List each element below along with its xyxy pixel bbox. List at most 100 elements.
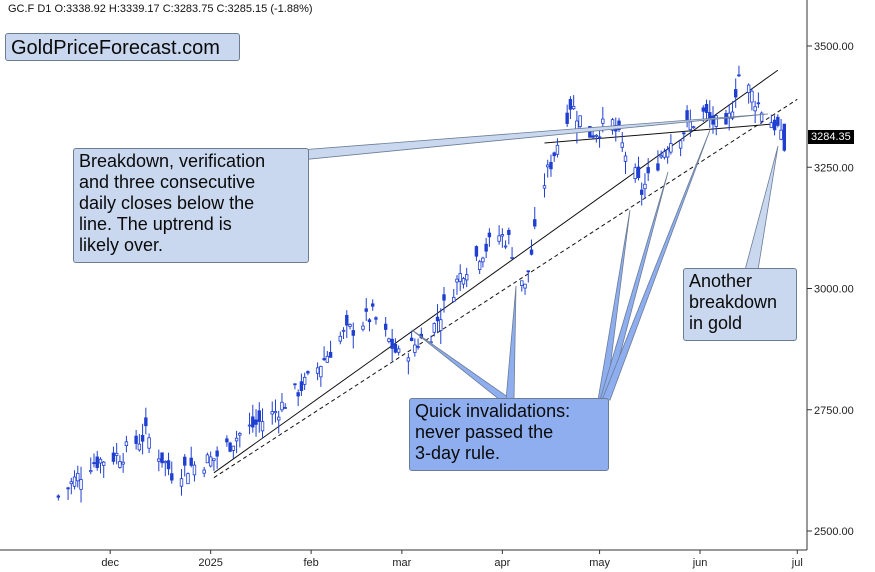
candle-body (257, 410, 261, 422)
candle-body (682, 132, 686, 135)
candle-body (341, 329, 346, 332)
callout-another-breakdown: Another breakdown in gold (683, 268, 797, 341)
candle-body (273, 411, 278, 414)
resistance-line (544, 123, 778, 144)
candle-body (121, 461, 125, 465)
y-tick-label: 2500.00 (814, 526, 854, 538)
candle-body (565, 112, 569, 124)
candle-body (202, 469, 206, 474)
candle-body (549, 161, 553, 170)
callout-breakdown: Breakdown, verification and three consec… (73, 148, 309, 263)
x-tick-label: apr (494, 557, 510, 569)
candle-body (756, 102, 761, 105)
candle-body (601, 118, 605, 124)
candle-body (183, 456, 187, 466)
candle-body (678, 140, 683, 149)
candle-body (439, 319, 443, 331)
candle-body (270, 411, 274, 415)
candle-body (144, 417, 148, 427)
candle-body (503, 245, 508, 248)
candle-body (591, 135, 595, 138)
brand-label: GoldPriceForecast.com (5, 33, 240, 61)
candle-body (92, 462, 96, 465)
candle-body (247, 424, 252, 427)
candle-body (578, 115, 582, 127)
candle-body (435, 316, 440, 322)
x-tick-label: jul (791, 557, 803, 569)
pointer-breakdown (299, 113, 769, 161)
pointer-another (744, 145, 779, 271)
candle-body (746, 84, 751, 93)
candle-body (118, 461, 122, 468)
candle-body (452, 296, 456, 302)
y-tick-label: 3250.00 (814, 162, 854, 174)
candle-body (364, 308, 368, 312)
pointer-quick-5 (601, 129, 711, 401)
candle-body (72, 476, 77, 487)
candle-body (345, 314, 349, 326)
candle-body (114, 452, 119, 456)
candle-body (225, 438, 229, 443)
candle-body (432, 323, 436, 333)
candle-body (390, 338, 394, 349)
candle-body (571, 106, 576, 110)
candle-body (724, 113, 728, 125)
candle-body (231, 445, 236, 451)
candle-body (306, 371, 310, 374)
candle-body (296, 392, 300, 397)
candle-body (520, 280, 524, 286)
candle-body (685, 110, 689, 121)
candle-body (283, 407, 287, 409)
candle-body (56, 495, 61, 498)
candle-body (89, 470, 93, 473)
candle-body (665, 149, 670, 158)
candle-body (319, 366, 323, 378)
candle-body (254, 419, 258, 425)
candle-body (769, 122, 774, 129)
candle-body (759, 112, 764, 122)
pointer-quick-4 (599, 171, 669, 401)
candle-body (351, 330, 355, 336)
candle-body (98, 458, 103, 464)
candle-body (367, 319, 372, 323)
candle-body (338, 335, 343, 342)
candle-body (208, 456, 213, 467)
candle-body (293, 383, 297, 386)
candle-body (691, 126, 696, 129)
candle-body (179, 478, 184, 487)
candle-body (623, 155, 628, 162)
last-price-tag: 3284.35 (808, 130, 854, 144)
candle-body (597, 136, 602, 139)
candle-body (552, 152, 556, 157)
candle-body (170, 473, 174, 481)
candle-body (523, 283, 527, 289)
candle-body (594, 134, 599, 137)
candle-body (730, 111, 735, 119)
candle-body (228, 442, 232, 452)
candle-body (620, 142, 624, 148)
candle-body (526, 270, 530, 273)
candle-body (277, 416, 281, 421)
candle-body (776, 116, 780, 126)
x-tick-label: dec (101, 557, 119, 569)
candle-body (507, 229, 511, 235)
candle-body (656, 163, 660, 171)
y-tick-label: 3500.00 (814, 41, 854, 53)
candle-body (406, 357, 411, 362)
candle-body (76, 472, 80, 482)
candle-body (779, 129, 783, 140)
candle-body (701, 107, 705, 112)
candle-body (157, 458, 161, 462)
x-tick-label: jun (692, 557, 708, 569)
y-tick-label: 2750.00 (814, 405, 854, 417)
candle-body (322, 358, 326, 361)
candle-body (610, 119, 615, 131)
candle-body (302, 376, 307, 385)
candle-body (215, 450, 219, 457)
candle-body (95, 456, 99, 468)
candle-body (636, 166, 641, 178)
candle-body (529, 249, 534, 255)
candle-body (134, 435, 138, 444)
candle-body (782, 123, 787, 151)
candle-body (124, 441, 129, 447)
